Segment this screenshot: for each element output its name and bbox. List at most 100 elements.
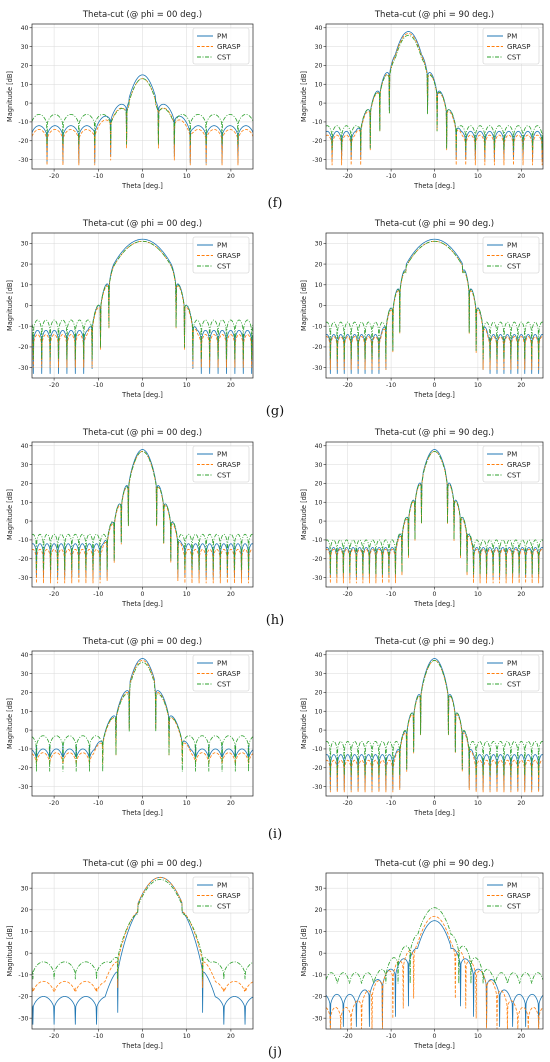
panel-label: (g)	[266, 404, 284, 419]
chart-panel: -20 -10 0 10 20 -30 -20 -10 0 10 20 30 40 Theta-cut (…	[300, 428, 544, 608]
y-tick-label: -20	[18, 765, 28, 772]
y-tick-label: -20	[312, 994, 322, 1001]
x-tick-label: -10	[93, 800, 103, 807]
legend-label: PM	[217, 881, 227, 889]
chart-title: Theta-cut (@ phi = 90 deg.)	[374, 637, 494, 647]
legend-label: GRASP	[507, 670, 530, 678]
y-tick-label: 40	[315, 25, 323, 32]
series-line-pm	[32, 876, 253, 1025]
legend-label: CST	[507, 902, 521, 910]
x-tick-label: 0	[433, 800, 437, 807]
x-tick-label: 10	[183, 800, 191, 807]
y-tick-label: 10	[315, 81, 323, 88]
y-tick-label: 20	[21, 261, 29, 268]
x-tick-label: 20	[517, 173, 525, 180]
y-tick-label: 10	[315, 929, 323, 936]
chart-panel: -20 -10 0 10 20 -30 -20 -10 0 10 20 30 Theta-cut (@ …	[6, 859, 254, 1050]
legend-box	[192, 876, 250, 914]
y-tick-label: 40	[315, 443, 323, 450]
legend-box	[192, 236, 250, 274]
x-tick-label: -20	[343, 1033, 353, 1040]
x-tick-label: -20	[49, 382, 59, 389]
legend-label: GRASP	[507, 43, 530, 51]
y-tick-label: 20	[315, 481, 323, 488]
chart-legend: PM GRASP CST	[192, 236, 250, 274]
panel-label: (j)	[268, 1045, 282, 1060]
y-tick-label: 0	[25, 727, 29, 734]
chart-title: Theta-cut (@ phi = 90 deg.)	[374, 859, 494, 869]
y-tick-label: 0	[25, 303, 29, 310]
y-tick-label: 20	[315, 63, 323, 70]
legend-label: PM	[507, 450, 517, 458]
series-line-pm	[326, 31, 543, 160]
series-line-pm	[32, 449, 253, 578]
y-tick-label: -10	[312, 972, 322, 979]
legend-label: PM	[217, 32, 227, 40]
x-tick-label: -10	[386, 800, 396, 807]
legend-box	[192, 27, 250, 65]
x-tick-label: 20	[517, 800, 525, 807]
y-tick-label: -20	[312, 765, 322, 772]
series-line-cst	[32, 240, 253, 360]
x-tick-label: 0	[141, 173, 145, 180]
chart-title: Theta-cut (@ phi = 00 deg.)	[82, 10, 202, 20]
x-axis-label: Theta [deg.]	[413, 182, 455, 190]
legend-label: GRASP	[507, 892, 530, 900]
series-line-pm	[32, 658, 253, 758]
chart-title: Theta-cut (@ phi = 00 deg.)	[82, 859, 202, 869]
x-axis-label: Theta [deg.]	[413, 1042, 455, 1050]
y-tick-label: -30	[312, 1015, 322, 1022]
chart-legend: PM GRASP CST	[192, 27, 250, 65]
series-line-pm	[326, 238, 543, 374]
chart-legend: PM GRASP CST	[192, 654, 250, 692]
chart-legend: PM GRASP CST	[482, 27, 540, 65]
series-line-cst	[32, 78, 253, 145]
chart-legend: PM GRASP CST	[482, 445, 540, 483]
legend-box	[192, 654, 250, 692]
y-tick-label: 10	[315, 708, 323, 715]
y-axis-label: Magnitude [dB]	[6, 71, 14, 122]
x-axis-label: Theta [deg.]	[413, 809, 455, 817]
y-axis-label: Magnitude [dB]	[300, 71, 308, 122]
y-tick-label: 20	[21, 481, 29, 488]
legend-label: PM	[217, 450, 227, 458]
y-tick-label: 30	[315, 885, 323, 892]
x-tick-label: 20	[517, 382, 525, 389]
y-tick-label: 10	[21, 81, 29, 88]
legend-label: CST	[507, 471, 521, 479]
legend-box	[482, 445, 540, 483]
y-tick-label: -20	[312, 556, 322, 563]
x-tick-label: 10	[474, 800, 482, 807]
series-line-cst	[326, 240, 543, 360]
x-tick-label: 10	[183, 173, 191, 180]
legend-label: PM	[217, 241, 227, 249]
chart-panel: -20 -10 0 10 20 -30 -20 -10 0 10 20 30 Theta-cut (@ …	[300, 859, 544, 1050]
x-axis-label: Theta [deg.]	[121, 391, 163, 399]
panel-label: (i)	[268, 827, 282, 842]
y-tick-label: 10	[21, 929, 29, 936]
y-tick-label: 10	[21, 282, 29, 289]
legend-label: CST	[507, 262, 521, 270]
chart-title: Theta-cut (@ phi = 00 deg.)	[82, 428, 202, 438]
y-tick-label: 10	[315, 282, 323, 289]
legend-label: GRASP	[507, 461, 530, 469]
y-tick-label: 0	[319, 727, 323, 734]
y-axis-label: Magnitude [dB]	[6, 926, 14, 977]
x-axis-label: Theta [deg.]	[121, 809, 163, 817]
y-tick-label: -30	[18, 365, 28, 372]
series-line-pm	[326, 658, 543, 791]
series-line-cst	[32, 451, 253, 571]
y-tick-label: -30	[312, 784, 322, 791]
series-line-pm	[326, 920, 543, 1027]
legend-box	[192, 445, 250, 483]
chart-title: Theta-cut (@ phi = 90 deg.)	[374, 428, 494, 438]
series-line-cst	[326, 907, 543, 984]
legend-box	[482, 27, 540, 65]
x-tick-label: 20	[517, 591, 525, 598]
x-tick-label: 0	[433, 591, 437, 598]
series-line-cst	[326, 34, 543, 151]
y-tick-label: 30	[21, 241, 29, 248]
y-tick-label: 0	[319, 100, 323, 107]
